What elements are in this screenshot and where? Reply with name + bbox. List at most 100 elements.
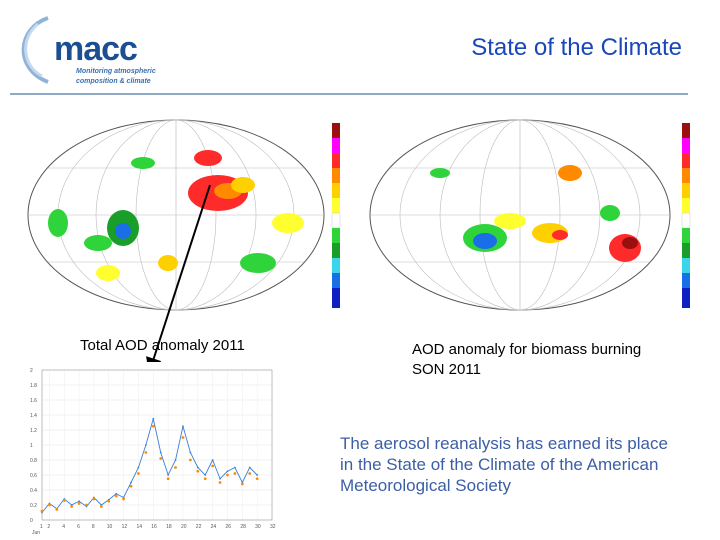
colorbar <box>331 123 341 308</box>
y-tick-label: 1 <box>30 443 33 449</box>
chart-gridlines <box>41 369 273 521</box>
aod-time-series-chart: 00.20.40.60.811.21.41.61.82 1 2 4 6 8 10 12 14 1… <box>28 362 280 536</box>
data-point <box>226 470 229 473</box>
data-point <box>204 474 207 476</box>
data-point <box>144 451 148 454</box>
data-point <box>159 451 162 454</box>
data-point <box>48 503 51 507</box>
x-tick-label: 8 <box>92 524 95 530</box>
data-point <box>55 508 59 511</box>
data-point <box>115 492 118 495</box>
plot-frame <box>41 369 273 521</box>
y-tick-label: 0.8 <box>30 458 37 464</box>
y-tick-label: 1.4 <box>30 413 37 419</box>
data-point <box>240 482 244 486</box>
summary-text: The aerosol reanalysis has earned its pl… <box>340 434 668 495</box>
y-tick-label: 1.8 <box>30 383 37 389</box>
data-point <box>174 466 177 469</box>
data-point <box>226 473 229 477</box>
biomass-anomaly-patches <box>430 165 641 262</box>
data-point <box>137 472 140 475</box>
data-point <box>167 474 170 476</box>
logo-swoosh-icon <box>21 16 49 84</box>
y-axis-ticks: 0 0.2 0.4 0.6 0.8 1 1.2 1.4 1.6 1.8 2 <box>30 368 37 524</box>
y-tick-label: 2 <box>30 368 33 374</box>
logo-tagline-2: composition & climate <box>76 78 151 85</box>
x-axis-label: Jun <box>32 530 40 536</box>
left-map-caption: Total AOD anomaly 2011 <box>80 337 245 354</box>
data-point <box>85 503 88 507</box>
data-point <box>203 477 207 481</box>
logo-wordmark: macc <box>54 30 138 68</box>
y-tick-label: 1.6 <box>30 398 37 404</box>
data-point <box>218 481 222 484</box>
data-point <box>211 464 215 468</box>
header-divider <box>10 93 688 95</box>
data-point <box>92 497 96 501</box>
macc-logo: macc Monitoring atmospheric composition … <box>8 8 178 88</box>
page-title: State of the Climate <box>471 34 682 61</box>
data-point <box>248 472 252 475</box>
data-point <box>196 466 199 469</box>
biomass-burning-aod-map <box>369 119 691 311</box>
data-point <box>144 444 147 446</box>
right-map-caption: AOD anomaly for biomass burning SON 2011 <box>412 341 642 378</box>
data-point <box>174 459 177 461</box>
x-tick-label: 26 <box>225 524 231 530</box>
aod-anomaly-patches <box>48 150 304 281</box>
colorbar <box>681 123 691 308</box>
chart-series <box>40 417 259 514</box>
x-tick-label: 20 <box>181 524 187 530</box>
data-point <box>255 477 259 481</box>
data-point <box>219 477 221 480</box>
x-tick-label: 18 <box>166 524 172 530</box>
data-point <box>181 436 185 439</box>
data-point <box>211 459 214 461</box>
data-point <box>107 499 111 503</box>
x-tick-label: 6 <box>77 524 80 530</box>
data-point <box>62 499 66 502</box>
data-point <box>256 474 259 476</box>
data-point <box>248 466 251 469</box>
x-axis-ticks: 1 2 4 6 8 10 12 14 16 18 20 22 24 26 28 30 32 <box>40 524 276 530</box>
data-point <box>196 469 200 473</box>
data-point <box>189 451 192 454</box>
y-tick-label: 0.6 <box>30 473 37 479</box>
x-tick-label: 32 <box>270 524 276 530</box>
data-point <box>234 466 236 469</box>
data-point <box>77 502 81 505</box>
y-tick-label: 0.2 <box>30 503 37 509</box>
data-point <box>40 509 44 513</box>
data-point <box>188 458 192 462</box>
y-tick-label: 0.4 <box>30 488 37 494</box>
data-point <box>99 505 103 508</box>
data-point <box>151 424 155 428</box>
x-tick-label: 28 <box>240 524 246 530</box>
y-tick-label: 0 <box>30 518 33 524</box>
map-graticule <box>370 119 670 311</box>
x-tick-label: 16 <box>151 524 157 530</box>
data-point <box>114 494 118 498</box>
x-tick-label: 12 <box>122 524 128 530</box>
data-point <box>130 481 132 484</box>
data-point <box>182 425 184 428</box>
x-tick-label: 22 <box>196 524 202 530</box>
x-tick-label: 14 <box>136 524 142 530</box>
data-point <box>233 472 237 475</box>
total-aod-anomaly-map <box>27 119 341 311</box>
data-point <box>129 484 133 488</box>
data-point <box>78 500 80 503</box>
data-point <box>152 417 155 420</box>
data-point <box>166 477 170 481</box>
data-point <box>159 457 163 460</box>
x-tick-label: 30 <box>255 524 261 530</box>
data-point <box>122 497 126 501</box>
x-tick-label: 10 <box>107 524 113 530</box>
data-point <box>70 505 74 508</box>
x-tick-label: 2 <box>47 524 50 530</box>
series-line-forecast <box>41 418 258 513</box>
x-tick-label: 4 <box>62 524 65 530</box>
y-tick-label: 1.2 <box>30 428 37 434</box>
logo-tagline-1: Monitoring atmospheric <box>76 68 156 75</box>
data-point <box>137 466 140 469</box>
